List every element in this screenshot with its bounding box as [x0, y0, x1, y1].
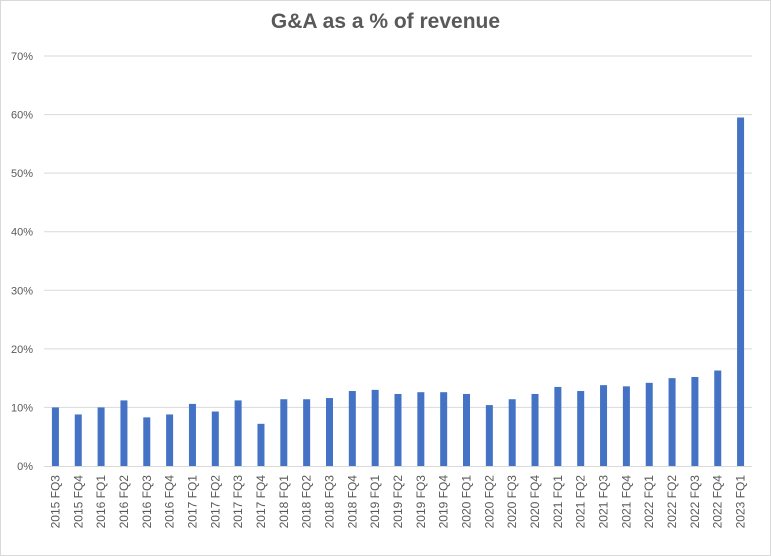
bar — [485, 405, 493, 466]
bar — [371, 389, 379, 466]
bar — [74, 414, 82, 466]
bar — [120, 400, 128, 466]
bar — [714, 370, 722, 466]
x-tick-label: 2022 FQ2 — [665, 475, 679, 529]
chart-title: G&A as a % of revenue — [270, 10, 501, 33]
x-tick-label: 2022 FQ3 — [688, 475, 702, 529]
bar — [600, 385, 608, 466]
bar — [668, 378, 676, 466]
x-tick-label: 2016 FQ2 — [117, 475, 131, 529]
y-tick-label: 20% — [11, 344, 33, 356]
bars — [51, 117, 745, 466]
x-tick-label: 2015 FQ3 — [48, 475, 62, 529]
bar — [211, 411, 219, 466]
x-tick-label: 2021 FQ3 — [597, 475, 611, 529]
bar — [691, 376, 699, 466]
x-tick-label: 2017 FQ2 — [208, 475, 222, 529]
x-tick-label: 2020 FQ3 — [505, 475, 519, 529]
x-tick-label: 2021 FQ4 — [619, 475, 633, 529]
x-tick-label: 2018 FQ1 — [277, 475, 291, 529]
x-tick-label: 2017 FQ3 — [231, 475, 245, 529]
x-tick-label: 2021 FQ2 — [574, 475, 588, 529]
bar — [622, 386, 630, 466]
bar — [440, 392, 448, 466]
x-tick-label: 2019 FQ3 — [414, 475, 428, 529]
bar — [280, 399, 288, 466]
bar — [303, 399, 311, 466]
x-tick-label: 2017 FQ1 — [185, 475, 199, 529]
y-tick-label: 30% — [11, 285, 33, 297]
bar — [234, 400, 242, 466]
x-axis-ticks: 2015 FQ3 2015 FQ4 2016 FQ1 2016 FQ2 2016 FQ3… — [48, 475, 747, 529]
bar — [257, 423, 265, 466]
x-tick-label: 2018 FQ4 — [345, 475, 359, 529]
bar — [97, 407, 105, 466]
x-tick-label: 2020 FQ2 — [482, 475, 496, 529]
x-tick-label: 2015 FQ4 — [71, 475, 85, 529]
gridlines — [44, 55, 752, 408]
y-axis-ticks: 0% 10% 20% 30% 40% 50% 60% 70% — [11, 51, 33, 473]
bar — [577, 391, 585, 466]
y-tick-label: 40% — [11, 227, 33, 239]
bar — [394, 393, 402, 466]
bar — [463, 393, 471, 466]
x-tick-label: 2022 FQ4 — [711, 475, 725, 529]
bar — [143, 417, 151, 466]
bar — [417, 392, 425, 466]
x-tick-label: 2020 FQ1 — [460, 475, 474, 529]
bar — [645, 382, 653, 466]
x-tick-label: 2020 FQ4 — [528, 475, 542, 529]
bar — [554, 386, 562, 466]
x-tick-label: 2022 FQ1 — [642, 475, 656, 529]
y-tick-label: 10% — [11, 402, 33, 414]
x-tick-label: 2018 FQ3 — [322, 475, 336, 529]
x-tick-label: 2018 FQ2 — [300, 475, 314, 529]
x-tick-label: 2016 FQ4 — [163, 475, 177, 529]
bar — [325, 398, 333, 466]
bar — [348, 391, 356, 466]
x-tick-label: 2023 FQ1 — [734, 475, 748, 529]
y-tick-label: 0% — [17, 461, 33, 473]
y-tick-label: 50% — [11, 168, 33, 180]
bar — [737, 117, 745, 466]
x-tick-label: 2016 FQ1 — [94, 475, 108, 529]
y-tick-label: 70% — [11, 51, 33, 63]
bar — [531, 393, 539, 466]
x-tick-label: 2021 FQ1 — [551, 475, 565, 529]
x-tick-label: 2017 FQ4 — [254, 475, 268, 529]
bar — [166, 414, 174, 466]
bar — [508, 399, 516, 466]
bar — [188, 403, 196, 466]
x-tick-label: 2016 FQ3 — [140, 475, 154, 529]
x-tick-label: 2019 FQ2 — [391, 475, 405, 529]
y-tick-label: 60% — [11, 110, 33, 122]
bar — [51, 407, 59, 466]
x-tick-label: 2019 FQ4 — [437, 475, 451, 529]
x-tick-label: 2019 FQ1 — [368, 475, 382, 529]
